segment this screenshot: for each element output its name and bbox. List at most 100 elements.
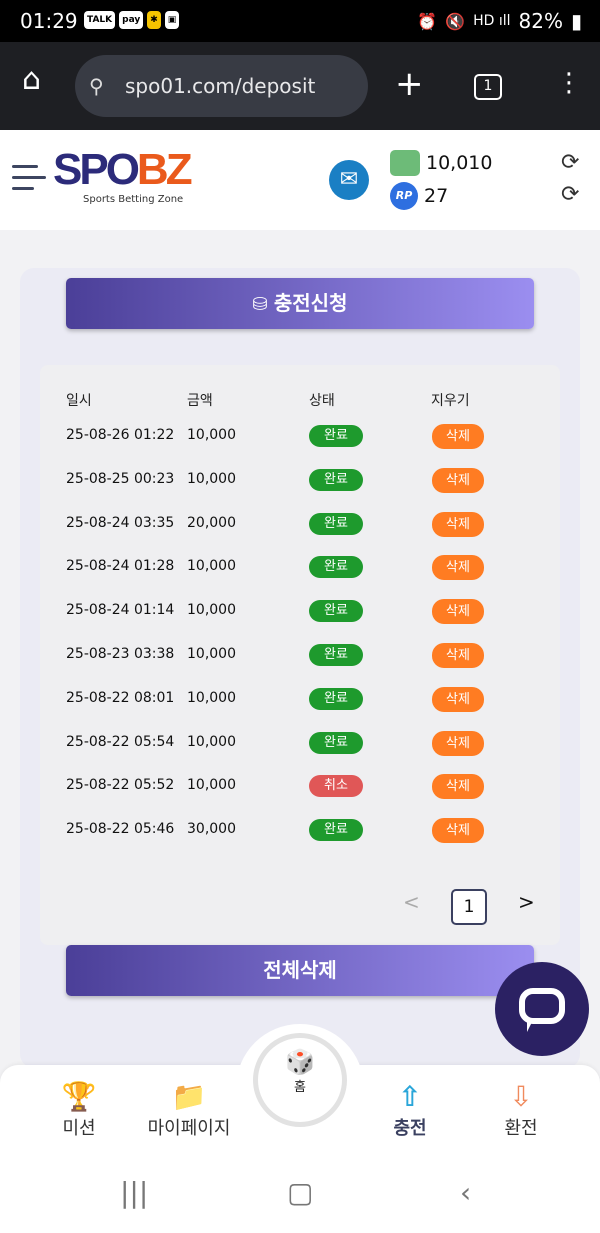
nav-deposit-label: 충전 — [393, 1118, 427, 1139]
nav-home[interactable]: 🎲 홈 — [236, 1024, 364, 1150]
row-date: 25-08-23 03:38 — [66, 646, 175, 662]
row-amount: 10,000 — [187, 777, 236, 794]
delete-row-button[interactable]: 삭제 — [432, 774, 484, 800]
column-amount: 금액 — [187, 393, 213, 409]
logo-text-b: BZ — [136, 145, 193, 194]
menu-icon[interactable] — [12, 165, 46, 198]
column-date: 일시 — [66, 393, 92, 409]
nav-mypage[interactable]: 📁 마이페이지 — [134, 1080, 244, 1140]
delete-row-button[interactable]: 삭제 — [432, 424, 484, 449]
system-nav-bar: ||| ▢ ‹ — [0, 1158, 600, 1233]
refresh-rp-icon[interactable]: ⟳ — [561, 182, 580, 207]
deposit-request-button[interactable]: ⛁ 충전신청 — [66, 278, 534, 329]
pay-icon: pay — [119, 11, 144, 29]
logo-text-a: SPO — [53, 145, 140, 194]
row-date: 25-08-22 05:46 — [66, 821, 175, 838]
logo[interactable]: SPOBZ Sports Betting Zone — [53, 145, 193, 206]
status-badge: 완료 — [309, 556, 363, 579]
row-amount: 10,000 — [187, 470, 236, 487]
home-button-icon[interactable]: ▢ — [287, 1176, 314, 1209]
row-date: 25-08-25 00:23 — [66, 470, 175, 487]
url-text: spo01.com/deposit — [125, 74, 316, 98]
column-delete: 지우기 — [431, 393, 470, 409]
withdraw-download-icon: ⇩ — [509, 1080, 533, 1113]
column-status: 상태 — [309, 393, 335, 409]
nav-withdraw[interactable]: ⇩ 환전 — [466, 1080, 576, 1140]
address-bar[interactable]: ⚲ spo01.com/deposit — [75, 55, 368, 117]
home-icon[interactable]: ⌂ — [22, 62, 42, 97]
wifi-icon: HD ıll — [473, 13, 511, 29]
home-logo-icon: 🎲 — [285, 1048, 315, 1076]
nav-deposit[interactable]: ⇧ 충전 — [355, 1080, 465, 1140]
row-amount: 10,000 — [187, 689, 236, 706]
chat-icon — [519, 988, 565, 1024]
prev-page-button[interactable]: < — [403, 890, 420, 914]
battery-icon: ▮ — [570, 9, 582, 33]
more-menu-icon[interactable]: ⋮ — [556, 68, 582, 98]
mute-icon: 🔇 — [445, 11, 466, 31]
delete-row-button[interactable]: 삭제 — [432, 511, 484, 537]
delete-row-button[interactable]: 삭제 — [432, 818, 484, 844]
status-badge: 완료 — [309, 819, 363, 842]
rp-value: 27 — [424, 185, 449, 207]
rp-icon: RP — [390, 182, 418, 210]
row-date: 25-08-24 01:28 — [66, 558, 175, 575]
nav-mypage-label: 마이페이지 — [147, 1118, 231, 1139]
row-date: 25-08-22 05:52 — [66, 777, 175, 794]
delete-row-button[interactable]: 삭제 — [432, 730, 484, 756]
delete-row-button[interactable]: 삭제 — [432, 643, 484, 668]
deposit-icon: ⛁ — [252, 294, 274, 315]
alarm-icon: ⏰ — [417, 11, 438, 31]
status-badge: 완료 — [309, 468, 363, 491]
cash-icon — [390, 150, 420, 176]
nav-mission-label: 미션 — [62, 1118, 96, 1139]
row-amount: 10,000 — [187, 646, 236, 662]
delete-row-button[interactable]: 삭제 — [432, 467, 484, 493]
status-bar: 01:29 TALK pay ✱ ▣ ⏰ 🔇 HD ıll 82% ▮ — [0, 0, 600, 42]
mail-icon[interactable]: ✉ — [329, 160, 369, 200]
status-badge: 완료 — [309, 600, 363, 623]
kakaotalk-icon: TALK — [84, 11, 116, 29]
row-amount: 10,000 — [187, 427, 236, 443]
row-date: 25-08-26 01:22 — [66, 427, 175, 443]
row-date: 25-08-24 03:35 — [66, 514, 175, 531]
row-amount: 10,000 — [187, 602, 236, 619]
money-value: 10,010 — [426, 152, 493, 174]
nav-withdraw-label: 환전 — [504, 1118, 538, 1139]
page-1-button[interactable]: 1 — [451, 889, 487, 925]
delete-row-button[interactable]: 삭제 — [432, 599, 484, 625]
status-badge: 완료 — [309, 512, 363, 535]
app-icon: ✱ — [147, 11, 161, 29]
refresh-money-icon[interactable]: ⟳ — [561, 150, 580, 175]
row-amount: 10,000 — [187, 733, 236, 750]
browser-toolbar: ⌂ ⚲ spo01.com/deposit + 1 ⋮ — [0, 42, 600, 130]
deposit-upload-icon: ⇧ — [398, 1080, 422, 1113]
delete-row-button[interactable]: 삭제 — [432, 686, 484, 712]
row-amount: 20,000 — [187, 514, 236, 531]
folder-icon: 📁 — [171, 1080, 207, 1113]
tab-switcher-button[interactable]: 1 — [474, 74, 502, 100]
new-tab-icon[interactable]: + — [395, 64, 424, 104]
status-badge: 완료 — [309, 425, 363, 447]
row-date: 25-08-22 05:54 — [66, 733, 175, 750]
recent-apps-icon[interactable]: ||| — [120, 1176, 149, 1209]
deposit-request-label: 충전신청 — [273, 291, 348, 315]
money-balance: 10,010 — [390, 150, 492, 176]
status-badge: 완료 — [309, 644, 363, 666]
back-icon[interactable]: ‹ — [460, 1176, 472, 1209]
delete-all-button[interactable]: 전체삭제 — [66, 945, 534, 996]
nav-mission[interactable]: 🏆 미션 — [24, 1080, 134, 1140]
chat-button[interactable] — [495, 962, 589, 1056]
delete-row-button[interactable]: 삭제 — [432, 555, 484, 581]
row-amount: 30,000 — [187, 821, 236, 838]
status-badge: 완료 — [309, 687, 363, 710]
row-date: 25-08-24 01:14 — [66, 602, 175, 619]
notification-icons: TALK pay ✱ ▣ — [84, 11, 180, 29]
logo-subtitle: Sports Betting Zone — [83, 194, 184, 205]
clock: 01:29 — [20, 9, 78, 33]
next-page-button[interactable]: > — [518, 890, 535, 914]
rp-balance: RP 27 — [390, 182, 448, 210]
row-amount: 10,000 — [187, 558, 236, 575]
status-badge: 완료 — [309, 731, 363, 754]
site-settings-icon[interactable]: ⚲ — [89, 74, 104, 98]
